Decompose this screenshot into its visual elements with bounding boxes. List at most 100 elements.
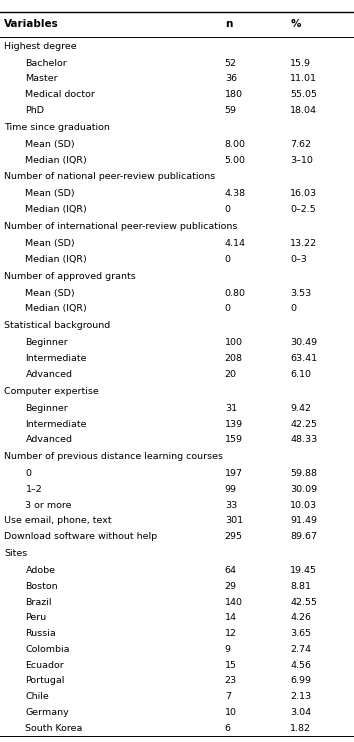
Text: 30.49: 30.49 [290,338,318,347]
Text: Statistical background: Statistical background [4,321,110,330]
Text: 99: 99 [225,485,237,494]
Text: 42.55: 42.55 [290,597,317,607]
Text: 0: 0 [25,469,32,478]
Text: 6.99: 6.99 [290,677,311,686]
Text: Median (IQR): Median (IQR) [25,304,87,313]
Text: 19.45: 19.45 [290,566,317,575]
Text: n: n [225,19,232,30]
Text: Portugal: Portugal [25,677,65,686]
Text: 1.82: 1.82 [290,723,311,732]
Text: 7: 7 [225,692,231,701]
Text: 8.81: 8.81 [290,582,311,591]
Text: 91.49: 91.49 [290,516,317,525]
Text: Advanced: Advanced [25,436,73,444]
Text: Brazil: Brazil [25,597,52,607]
Text: 3.04: 3.04 [290,708,312,717]
Text: 180: 180 [225,90,243,99]
Text: Beginner: Beginner [25,338,68,347]
Text: 4.26: 4.26 [290,614,311,623]
Text: 0: 0 [225,304,231,313]
Text: 29: 29 [225,582,237,591]
Text: 197: 197 [225,469,243,478]
Text: Variables: Variables [4,19,59,30]
Text: 0–2.5: 0–2.5 [290,206,316,214]
Text: 295: 295 [225,532,243,541]
Text: Advanced: Advanced [25,370,73,379]
Text: Peru: Peru [25,614,47,623]
Text: 10.03: 10.03 [290,501,318,510]
Text: %: % [290,19,301,30]
Text: Median (IQR): Median (IQR) [25,156,87,165]
Text: 100: 100 [225,338,243,347]
Text: 6: 6 [225,723,231,732]
Text: 301: 301 [225,516,243,525]
Text: Number of international peer-review publications: Number of international peer-review publ… [4,222,238,231]
Text: 1–2: 1–2 [25,485,42,494]
Text: 33: 33 [225,501,237,510]
Text: Time since graduation: Time since graduation [4,123,110,132]
Text: 11.01: 11.01 [290,74,317,83]
Text: South Korea: South Korea [25,723,83,732]
Text: Chile: Chile [25,692,49,701]
Text: Median (IQR): Median (IQR) [25,206,87,214]
Text: 42.25: 42.25 [290,419,317,429]
Text: Intermediate: Intermediate [25,354,87,363]
Text: 0: 0 [225,206,231,214]
Text: 13.22: 13.22 [290,239,318,248]
Text: Colombia: Colombia [25,645,70,654]
Text: 12: 12 [225,629,237,638]
Text: 6.10: 6.10 [290,370,311,379]
Text: 89.67: 89.67 [290,532,317,541]
Text: 15: 15 [225,660,237,669]
Text: 64: 64 [225,566,237,575]
Text: 15.9: 15.9 [290,59,311,68]
Text: 63.41: 63.41 [290,354,318,363]
Text: 8.00: 8.00 [225,139,246,148]
Text: Sites: Sites [4,549,28,558]
Text: Use email, phone, text: Use email, phone, text [4,516,112,525]
Text: Adobe: Adobe [25,566,56,575]
Text: 0: 0 [290,304,296,313]
Text: Number of previous distance learning courses: Number of previous distance learning cou… [4,452,223,462]
Text: 52: 52 [225,59,237,68]
Text: 30.09: 30.09 [290,485,318,494]
Text: 18.04: 18.04 [290,106,317,115]
Text: Mean (SD): Mean (SD) [25,289,75,298]
Text: 140: 140 [225,597,243,607]
Text: 9.42: 9.42 [290,404,311,413]
Text: PhD: PhD [25,106,45,115]
Text: 20: 20 [225,370,237,379]
Text: 4.14: 4.14 [225,239,246,248]
Text: 2.74: 2.74 [290,645,311,654]
Text: 139: 139 [225,419,243,429]
Text: 0: 0 [225,255,231,264]
Text: Boston: Boston [25,582,58,591]
Text: 0–3: 0–3 [290,255,307,264]
Text: Medical doctor: Medical doctor [25,90,95,99]
Text: 4.38: 4.38 [225,189,246,198]
Text: 23: 23 [225,677,237,686]
Text: Mean (SD): Mean (SD) [25,139,75,148]
Text: Download software without help: Download software without help [4,532,158,541]
Text: Median (IQR): Median (IQR) [25,255,87,264]
Text: Mean (SD): Mean (SD) [25,189,75,198]
Text: Germany: Germany [25,708,69,717]
Text: Number of national peer-review publications: Number of national peer-review publicati… [4,172,216,182]
Text: 14: 14 [225,614,237,623]
Text: 4.56: 4.56 [290,660,311,669]
Text: 208: 208 [225,354,243,363]
Text: 55.05: 55.05 [290,90,317,99]
Text: Beginner: Beginner [25,404,68,413]
Text: 3.53: 3.53 [290,289,312,298]
Text: 16.03: 16.03 [290,189,318,198]
Text: 3 or more: 3 or more [25,501,72,510]
Text: 5.00: 5.00 [225,156,246,165]
Text: Ecuador: Ecuador [25,660,64,669]
Text: 59: 59 [225,106,237,115]
Text: Highest degree: Highest degree [4,42,77,50]
Text: 0.80: 0.80 [225,289,246,298]
Text: Intermediate: Intermediate [25,419,87,429]
Text: 48.33: 48.33 [290,436,318,444]
Text: 159: 159 [225,436,243,444]
Text: 2.13: 2.13 [290,692,312,701]
